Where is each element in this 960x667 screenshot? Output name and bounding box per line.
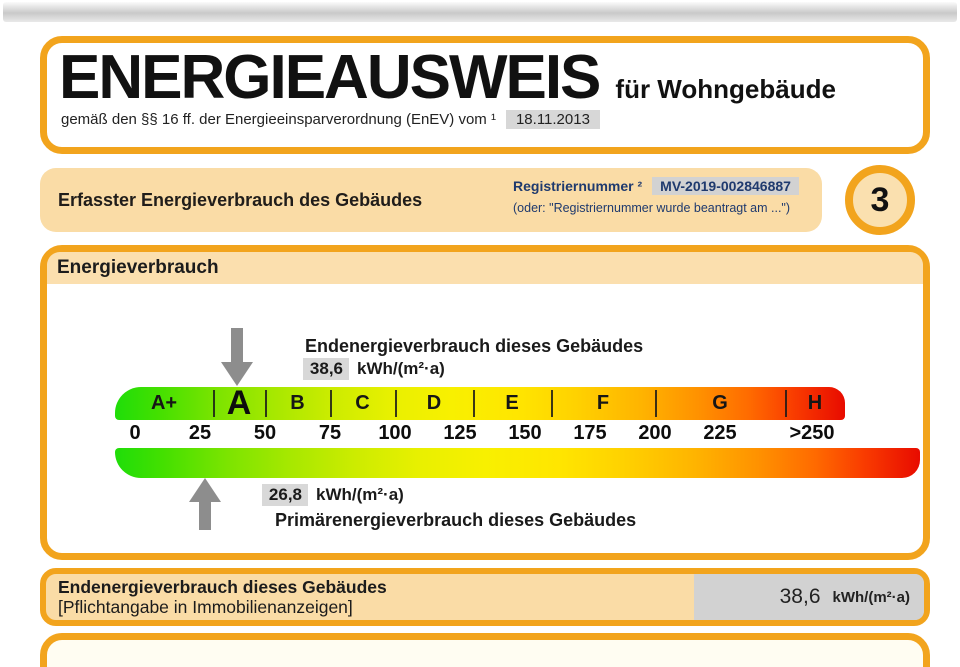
registry-block: Registriernummer ² MV-2019-002846887 (od… [513, 177, 799, 215]
header-title-line: ENERGIEAUSWEIS für Wohngebäude [47, 43, 923, 110]
summary-unit: kWh/(m²·a) [832, 588, 911, 606]
scale-tick: 200 [638, 422, 672, 444]
final-energy-value-chip: 38,6 [303, 358, 349, 380]
class-separator [265, 390, 267, 417]
registry-line: Registriernummer ² MV-2019-002846887 [513, 177, 799, 195]
summary-line1: Endenergieverbrauch dieses Gebäudes [58, 577, 387, 597]
primary-energy-value-line: 26,8 kWh/(m²·a) [262, 484, 404, 506]
scale-tick-row: 0 25 50 75 100 125 150 175 200 225 >250 [115, 420, 845, 448]
scale-tick: 125 [443, 422, 477, 444]
scale-tick: 150 [508, 422, 542, 444]
class-segment-aplus: A+ [150, 392, 178, 414]
class-separator [213, 390, 215, 417]
primary-energy-label: Primärenergieverbrauch dieses Gebäudes [275, 510, 637, 530]
next-section-sliver [40, 633, 930, 667]
class-segment-h: H [807, 392, 823, 414]
page-title: ENERGIEAUSWEIS [59, 43, 601, 112]
class-segment-b: B [290, 392, 305, 414]
regulation-text: gemäß den §§ 16 ff. der Energieeinsparve… [61, 111, 496, 129]
final-energy-value-line: 38,6 kWh/(m²·a) [303, 358, 445, 380]
primary-energy-value-chip: 26,8 [262, 484, 308, 506]
registry-label: Registriernummer ² [513, 178, 643, 194]
section-bar: Erfasster Energieverbrauch des Gebäudes … [40, 168, 822, 232]
class-segment-c: C [355, 392, 370, 414]
primary-energy-arrow-up-icon [189, 478, 221, 530]
summary-value: 38,6 [779, 585, 821, 608]
class-segment-g: G [712, 392, 728, 414]
efficiency-scale: A+ A B C D E F G H [115, 384, 920, 478]
final-energy-summary-bar: Endenergieverbrauch dieses Gebäudes [Pfl… [40, 568, 930, 626]
energy-scale-chart: Endenergieverbrauch dieses Gebäudes 38,6… [47, 252, 923, 553]
energy-panel-title: Energieverbrauch [47, 252, 923, 284]
primary-energy-unit: kWh/(m²·a) [316, 485, 404, 504]
window-top-strip [3, 2, 957, 22]
regulation-line: gemäß den §§ 16 ff. der Energieeinsparve… [61, 110, 923, 130]
page-number-badge: 3 [845, 165, 915, 235]
scale-tick: 225 [703, 422, 737, 444]
class-segment-d: D [426, 392, 442, 414]
regulation-date-chip: 18.11.2013 [505, 110, 600, 130]
final-energy-label: Endenergieverbrauch dieses Gebäudes [305, 336, 644, 356]
class-separator [655, 390, 657, 417]
summary-text: Endenergieverbrauch dieses Gebäudes [Pfl… [58, 577, 387, 617]
final-energy-arrow-down-icon [221, 328, 253, 386]
class-separator [395, 390, 397, 417]
class-separator [551, 390, 553, 417]
scale-tick: 175 [573, 422, 607, 444]
primary-energy-band [115, 448, 920, 478]
section-title: Erfasster Energieverbrauch des Gebäudes [58, 189, 423, 210]
class-segment-a-current: A [226, 384, 252, 422]
energy-panel: Energieverbrauch Endenergieverbrauch die… [40, 245, 930, 560]
registry-note: (oder: "Registriernummer wurde beantragt… [513, 201, 791, 215]
summary-line2: [Pflichtangabe in Immobilienanzeigen] [58, 597, 353, 617]
class-separator [785, 390, 787, 417]
registry-number-chip: MV-2019-002846887 [652, 177, 799, 195]
scale-tick: 75 [318, 422, 342, 444]
class-separator [473, 390, 475, 417]
scale-tick: 0 [129, 422, 141, 444]
header-box: ENERGIEAUSWEIS für Wohngebäude gemäß den… [40, 36, 930, 154]
efficiency-class-band: A+ A B C D E F G H [115, 384, 845, 422]
class-segment-f: F [596, 392, 610, 414]
scale-tick: 25 [188, 422, 212, 444]
page-subtitle: für Wohngebäude [615, 74, 836, 104]
final-energy-unit: kWh/(m²·a) [357, 359, 445, 378]
scale-tick: 50 [253, 422, 277, 444]
class-segment-e: E [505, 392, 519, 414]
class-separator [330, 390, 332, 417]
page-number: 3 [870, 180, 890, 219]
scale-tick: >250 [789, 422, 835, 444]
scale-tick: 100 [378, 422, 412, 444]
summary-value-box: 38,6 kWh/(m²·a) [694, 574, 924, 620]
